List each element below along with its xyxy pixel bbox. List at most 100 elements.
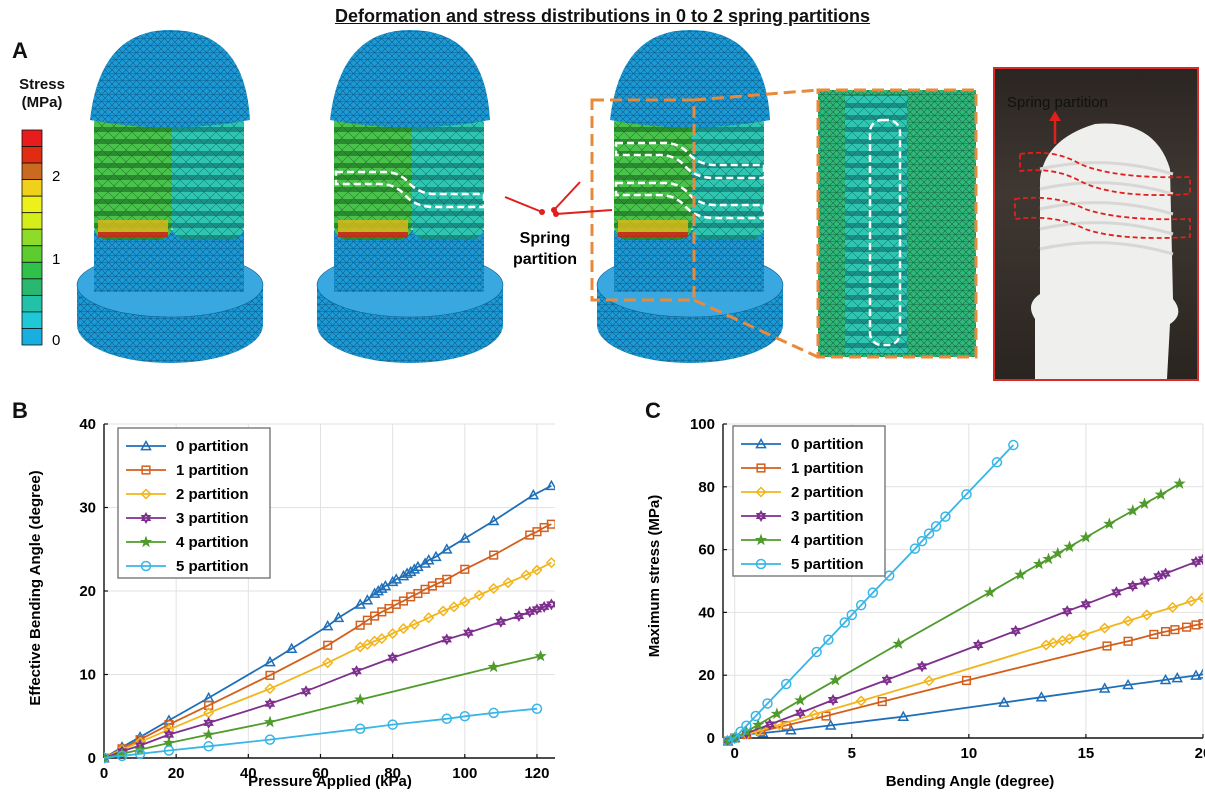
x-tick-label: 80 [384,765,401,782]
data-point [203,741,214,752]
series-4-partition [104,649,547,764]
data-point [487,514,500,526]
callout-arrow [504,196,543,213]
legend-item: 0 partition [126,438,249,455]
x-tick-label: 5 [848,745,856,762]
y-tick-label: 0 [707,730,715,747]
chart-b-ylabel: Effective Bending Angle (degree) [27,470,44,705]
legend-label: 2 partition [791,484,864,501]
data-point [1035,691,1048,702]
data-point [1171,671,1184,683]
colorbar-tick-label: 2 [52,168,60,185]
data-point [397,623,410,635]
legend-label: 5 partition [791,556,864,573]
data-point [1197,592,1203,604]
series-line [727,596,1203,742]
x-tick-label: 60 [312,765,329,782]
data-point [1033,557,1046,570]
data-point [1063,540,1076,553]
colorbar-tick-label: 1 [52,251,60,268]
zoom-partition-outline [868,118,902,347]
data-point [729,732,740,744]
colorbar-tick-label: 0 [52,332,60,349]
data-point [531,603,543,616]
x-tick-label: 10 [961,745,978,762]
data-point [916,535,928,547]
data-point [1122,678,1134,690]
colorbar-segment [21,212,43,230]
chart-b: 0 20 40 60 80 100 120 0 10 20 30 40 0 partition 1 par… [27,416,555,790]
colorbar-segment [21,228,43,247]
data-point [1190,669,1202,680]
data-point [1170,625,1180,635]
legend-label: 4 partition [176,534,249,551]
colorbar-segment [21,278,43,296]
data-point [1122,615,1134,627]
data-point [140,512,152,524]
data-point [437,605,449,617]
data-point [390,573,403,584]
legend-item: 1 partition [741,460,864,477]
y-tick-label: 20 [79,583,96,600]
colorbar-segment [21,311,43,329]
data-point [264,655,276,667]
y-tick-label: 80 [698,479,715,496]
data-point [1167,601,1179,613]
colorbar-title: Stress (MPa) [12,76,72,112]
data-point [811,646,822,658]
data-point [795,706,806,719]
data-point [265,670,275,680]
legend-label: 0 partition [791,436,864,453]
colorbar-segment [21,294,43,313]
colorbar: 2 1 0 [21,129,60,349]
data-point [892,637,905,650]
colorbar-segment [21,195,43,214]
data-point [1042,552,1055,565]
y-tick-label: 60 [698,542,715,559]
chart-c-ylabel: Maximum stress (MPa) [646,495,663,658]
panel-a-letter: A [12,38,28,63]
data-point [846,609,858,621]
data-point [1160,567,1171,580]
legend-box [732,425,886,577]
data-point [513,610,525,623]
photo-partition-outline-2 [1014,196,1191,239]
data-point [531,564,543,576]
data-point [441,713,453,725]
legend-label: 3 partition [176,510,249,527]
data-point [1182,622,1192,632]
zoom-source-box [590,98,696,302]
legend-label: 3 partition [791,508,864,525]
legend-label: 2 partition [176,486,249,503]
data-point [1127,580,1138,593]
y-tick-label: 40 [79,416,96,433]
data-point [372,584,384,596]
data-point [823,634,834,645]
legend-label: 0 partition [176,438,249,455]
figure-title: Deformation and stress distributions in … [334,6,871,26]
data-point [973,639,984,652]
data-point [1080,598,1092,611]
data-point [1159,673,1172,685]
data-point [520,569,532,581]
panel-b-letter: B [12,398,28,423]
data-point [1154,488,1167,500]
legend-label: 5 partition [176,558,249,575]
fe-model-1-partition [316,30,504,363]
colorbar-segment [21,245,43,263]
panel-a-figure: 2 1 0 Spring partition [21,30,978,363]
colorbar-title-line2: (MPa) [21,94,63,111]
data-point [1126,504,1139,516]
data-point [264,697,276,710]
colorbar-segment [21,261,43,280]
data-point [1153,570,1164,583]
data-point [139,535,153,548]
data-point [430,550,442,562]
chart-c: 0 5 10 15 20 0 20 40 60 80 100 0 partition 1 partiti… [646,416,1205,790]
legend-item: 2 partition [126,486,249,503]
data-point [770,707,784,720]
data-point [1010,624,1021,637]
data-point [300,685,312,698]
data-point [827,694,839,707]
data-point [794,693,807,706]
